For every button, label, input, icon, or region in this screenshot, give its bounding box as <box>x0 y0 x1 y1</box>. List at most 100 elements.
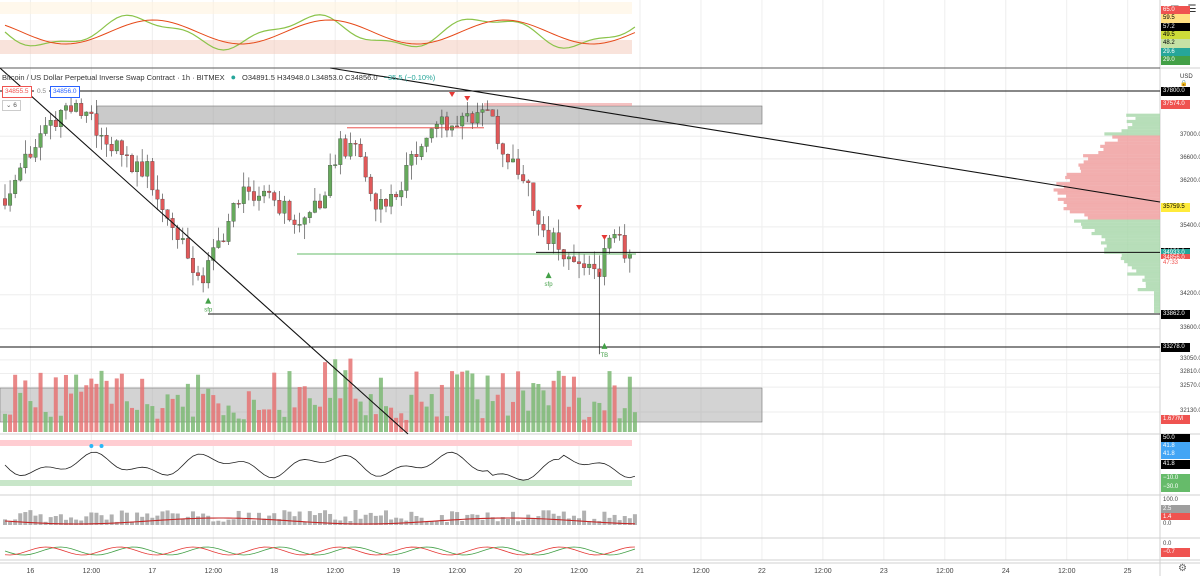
volume-bar <box>130 407 134 432</box>
price-label: 1.677M <box>1161 415 1190 425</box>
signal-label: TB <box>600 353 608 359</box>
histogram-bar <box>272 513 277 525</box>
volume-bar <box>505 415 510 432</box>
histogram-bar <box>333 519 338 525</box>
volume-bar <box>84 385 89 432</box>
histogram-bar <box>302 521 307 525</box>
profile-bar <box>1127 263 1160 267</box>
volume-bar <box>140 378 145 432</box>
osc-bottom-label: −0.7 <box>1161 548 1190 557</box>
volume-bar <box>627 376 632 432</box>
histogram-bar <box>18 513 23 525</box>
profile-bar <box>1154 306 1160 310</box>
volume-bar <box>160 408 165 432</box>
volume-bar <box>429 394 434 432</box>
volume-bar <box>450 371 455 432</box>
histogram-bar <box>587 520 592 525</box>
signal-markers: sfp sfp TB <box>89 92 608 448</box>
histogram-bar <box>536 516 541 525</box>
candle-body <box>460 115 465 127</box>
volume-bar <box>94 383 99 432</box>
osc-label: 49.5 <box>1161 30 1190 40</box>
candle-body <box>241 186 246 204</box>
volume-bar <box>384 406 388 432</box>
profile-bar <box>1101 235 1160 239</box>
candle-body <box>79 103 84 116</box>
histogram-bar <box>241 519 246 525</box>
indicators-collapse-button[interactable]: ⌄ 6 <box>2 100 21 111</box>
volume-bar <box>297 387 302 432</box>
histogram-bar <box>399 518 404 525</box>
candle-body <box>104 134 109 145</box>
candle-body <box>48 120 53 126</box>
ask-price[interactable]: 34856.0 <box>50 86 80 98</box>
gear-icon[interactable]: ⚙ <box>1178 563 1187 574</box>
profile-bar <box>1124 259 1160 264</box>
candle-body <box>69 105 73 112</box>
candle-body <box>378 199 383 210</box>
volume-bar <box>287 371 292 432</box>
volume-bar <box>135 409 140 432</box>
profile-bar <box>1136 269 1160 273</box>
osc-label: 29.6 <box>1161 47 1190 57</box>
candle-body <box>262 190 267 197</box>
profile-bar <box>1083 154 1160 158</box>
volume-bar <box>79 391 84 432</box>
time-tick: 17 <box>148 568 157 575</box>
sell-signal-arrow <box>576 205 583 210</box>
volume-bar <box>368 394 373 432</box>
histogram-bar <box>348 521 353 525</box>
candle-body <box>531 182 536 211</box>
histogram-bar <box>526 514 531 525</box>
candle-body <box>511 158 515 163</box>
bid-price[interactable]: 34855.5 <box>2 86 32 98</box>
histogram-bar <box>74 519 79 525</box>
candle-body <box>312 200 317 213</box>
volume-bar <box>201 393 206 432</box>
volume-bars <box>3 358 637 432</box>
signal-label: sfp <box>545 282 554 288</box>
histogram-bar <box>130 521 134 525</box>
volume-bar <box>43 411 48 432</box>
volume-bar <box>145 404 150 432</box>
time-tick: 12:00 <box>936 568 954 575</box>
settings-icon[interactable]: ☰ <box>1187 4 1197 15</box>
volume-bar <box>526 410 531 432</box>
profile-bar <box>1080 169 1160 173</box>
volume-bar <box>541 390 546 432</box>
candle-body <box>124 154 129 156</box>
candle-body <box>607 237 612 249</box>
profile-bar <box>1063 200 1160 205</box>
symbol-title[interactable]: Bitcoin / US Dollar Perpetual Inverse Sw… <box>2 73 225 82</box>
candle-body <box>246 186 251 192</box>
volume-bar <box>632 412 637 432</box>
signal-label: sfp <box>204 308 213 314</box>
osc-bottom-label: 0.0 <box>1161 540 1190 549</box>
volume-bar <box>180 406 185 432</box>
volume-bar <box>241 419 246 432</box>
candle-body <box>201 275 206 284</box>
price-tick: 32130.0 <box>1180 407 1200 414</box>
profile-bar <box>1121 253 1160 257</box>
volume-bar <box>444 416 449 432</box>
candle-body <box>318 200 322 209</box>
profile-bar <box>1117 138 1160 142</box>
candle-body <box>516 158 521 175</box>
candle-body <box>445 116 449 131</box>
candle-body <box>8 193 13 206</box>
histogram-bar <box>450 511 455 525</box>
candle-body <box>536 210 541 225</box>
histogram-bar <box>251 520 256 525</box>
histogram-bar <box>267 515 272 525</box>
histogram-bar <box>597 520 602 525</box>
histogram-bar <box>419 517 424 525</box>
histogram-bar <box>277 518 282 525</box>
volume-bar <box>74 374 79 432</box>
candle-body <box>292 219 297 225</box>
histogram-bar <box>541 510 546 525</box>
histogram-bar <box>109 514 114 525</box>
volume-bar <box>216 403 221 432</box>
volume-bar <box>38 372 43 432</box>
volume-profile <box>1053 113 1160 314</box>
